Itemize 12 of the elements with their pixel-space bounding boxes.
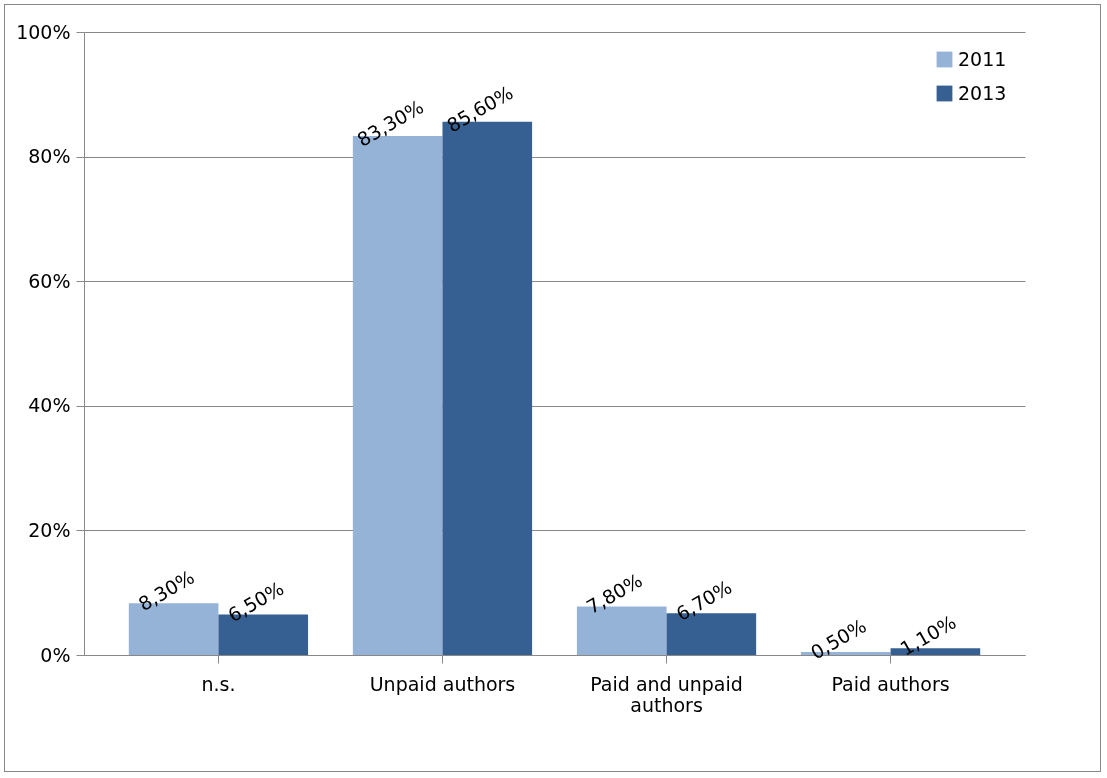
legend-label: 2011	[958, 47, 1007, 70]
y-tick-label: 80%	[28, 145, 71, 168]
x-tick-label: n.s.	[201, 672, 236, 695]
y-tick-label: 0%	[40, 643, 71, 666]
x-tick-label: Paid and unpaid authors	[590, 672, 743, 716]
x-tick-label: Unpaid authors	[369, 672, 516, 695]
legend-label: 2013	[958, 81, 1007, 104]
y-tick-label: 100%	[16, 20, 71, 43]
y-tick-label: 40%	[28, 394, 71, 417]
y-tick-label: 60%	[28, 269, 71, 292]
x-tick-label: Paid authors	[831, 672, 950, 695]
y-tick-label: 20%	[28, 518, 71, 541]
